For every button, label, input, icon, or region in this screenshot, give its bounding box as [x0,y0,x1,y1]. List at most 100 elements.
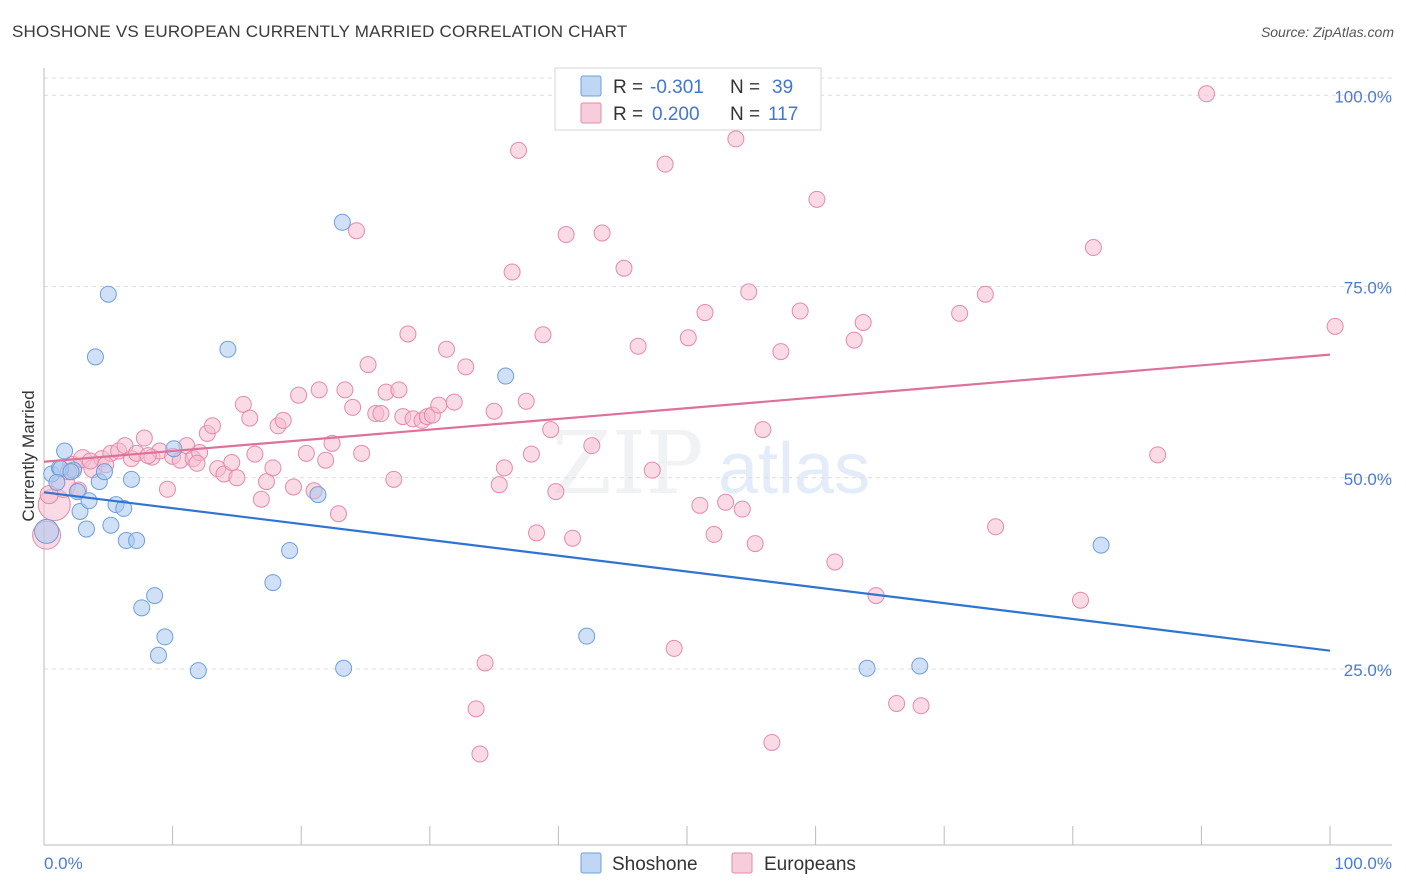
europeans-point-75 [547,483,565,501]
europeans-point-113 [81,452,99,470]
series-legend: Shoshone Europeans [580,852,856,875]
europeans-point-62 [457,358,475,376]
europeans-point-80 [615,259,633,277]
legend-swatch-europeans [580,102,602,124]
chart-source: Source: ZipAtlas.com [1260,24,1394,40]
europeans-point-76 [557,226,575,244]
europeans-point-116 [188,454,206,472]
europeans-point-111 [1198,85,1216,103]
europeans-point-73 [534,326,552,344]
europeans-point-98 [808,190,826,208]
europeans-point-87 [696,304,714,322]
europeans-point-25 [223,454,241,471]
europeans-point-97 [791,302,809,320]
europeans-point-44 [344,398,362,416]
europeans-point-104 [912,697,930,715]
europeans-point-110 [1149,446,1167,464]
shoshone-trend-line [43,491,1331,652]
europeans-point-86 [691,496,709,514]
europeans-point-94 [754,421,772,439]
europeans-point-84 [665,639,683,657]
europeans-point-67 [495,459,513,477]
x-tick-label-min: 0.0% [44,854,83,873]
europeans-point-40 [317,451,335,469]
europeans-point-108 [1072,591,1090,609]
europeans-point-65 [485,402,503,420]
europeans-point-64 [476,654,494,672]
shoshone-point-36 [62,463,80,481]
shoshone-point-22 [189,662,207,680]
europeans-point-112 [1326,317,1344,335]
shoshone-point-8 [80,492,98,510]
shoshone-point-10 [95,463,113,481]
europeans-point-105 [951,304,969,322]
europeans-point-59 [430,396,448,414]
bottom-legend-swatch-shoshone [580,852,602,874]
shoshone-point-20 [156,628,174,646]
europeans-point-12 [135,429,153,447]
legend-swatch-shoshone [580,75,602,97]
shoshone-point-23 [219,340,237,358]
watermark-atlas: atlas [718,429,870,509]
europeans-point-52 [390,381,408,399]
europeans-point-30 [252,490,270,508]
x-ticks [43,826,1331,845]
shoshone-point-24 [86,348,104,366]
europeans-point-68 [503,263,521,281]
shoshone-point-18 [146,587,164,605]
legend-r-label-europeans: R = [613,104,643,125]
europeans-point-60 [438,340,456,358]
europeans-point-82 [643,461,661,479]
europeans-point-96 [772,343,790,361]
europeans-point-51 [385,470,403,488]
shoshone-point-27 [309,486,327,504]
shoshone-point-25 [264,574,282,592]
europeans-point-42 [329,505,347,523]
europeans-point-31 [257,473,275,491]
shoshone-point-28 [333,213,351,231]
bottom-legend-swatch-europeans [731,852,753,874]
shoshone-point-26 [281,541,299,559]
legend-n-label-shoshone: N = [730,77,760,98]
shoshone-point-3 [56,442,74,460]
shoshone-point-34 [1092,536,1110,554]
shoshone-point-37 [122,470,140,488]
europeans-point-61 [445,393,463,411]
europeans-point-63 [471,745,489,763]
europeans-point-85 [679,329,697,347]
europeans-point-22 [203,417,221,435]
shoshone-point-31 [578,627,596,645]
europeans-point-88 [705,525,723,543]
europeans-point-93 [746,535,764,553]
europeans-point-46 [353,444,371,462]
y-tick-label-75: 75.0% [1344,279,1392,298]
europeans-point-34 [274,411,292,429]
shoshone-points [34,213,1110,680]
shoshone-point-7 [77,520,95,538]
y-tick-label-25: 25.0% [1344,661,1392,680]
y-axis-label: Currently Married [19,390,38,521]
x-tick-label-max: 100.0% [1334,854,1392,873]
europeans-point-37 [297,444,315,462]
legend-r-value-europeans: 0.200 [652,104,700,125]
legend-n-value-shoshone: 39 [772,77,793,98]
europeans-point-101 [854,314,872,332]
europeans-point-41 [323,434,341,452]
europeans-point-74 [542,421,560,439]
legend-r-label-shoshone: R = [613,77,643,98]
europeans-point-45 [347,222,365,240]
europeans-point-27 [234,395,252,413]
shoshone-point-17 [133,599,151,617]
bottom-legend-label-shoshone: Shoshone [612,854,698,875]
europeans-point-95 [763,733,781,751]
europeans-points [32,85,1344,763]
europeans-point-71 [522,445,540,463]
shoshone-point-29 [335,659,353,677]
legend-n-value-europeans: 117 [768,104,798,125]
europeans-point-109 [1084,239,1102,257]
shoshone-point-19 [149,646,167,664]
y-tick-labels: 25.0% 50.0% 75.0% 100.0% [1334,87,1392,680]
shoshone-point-16 [128,532,146,550]
shoshone-point-11 [99,285,117,303]
